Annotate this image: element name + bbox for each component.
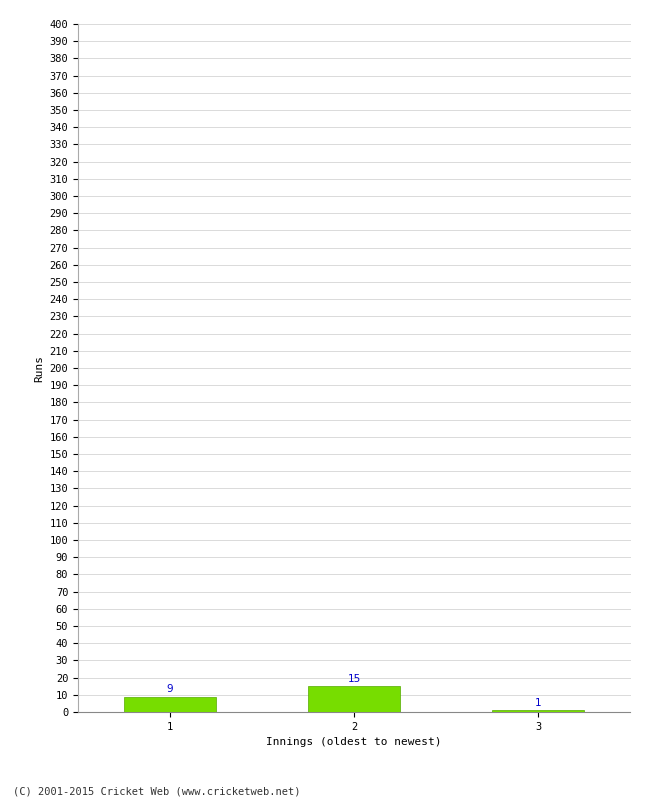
Bar [308,686,400,712]
Text: (C) 2001-2015 Cricket Web (www.cricketweb.net): (C) 2001-2015 Cricket Web (www.cricketwe… [13,786,300,796]
Bar [124,697,216,712]
Bar [493,710,584,712]
Text: 1: 1 [535,698,541,708]
X-axis label: Innings (oldest to newest): Innings (oldest to newest) [266,738,442,747]
Text: 9: 9 [167,684,174,694]
Text: 15: 15 [348,674,361,684]
Y-axis label: Runs: Runs [34,354,44,382]
